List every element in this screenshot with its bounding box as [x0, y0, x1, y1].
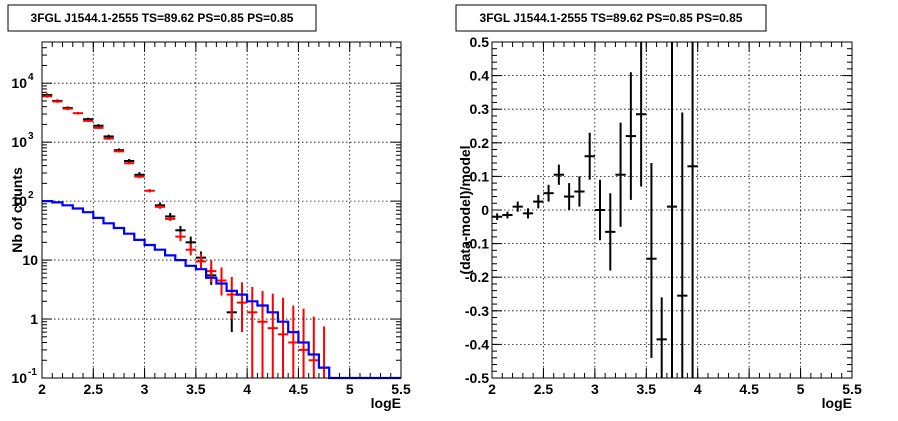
x-tick-label: 3 [141, 381, 149, 397]
model-point [83, 119, 94, 122]
x-tick-label: 4.5 [289, 381, 309, 397]
data-point [636, 42, 647, 187]
plot-frame [491, 41, 853, 379]
model-point [124, 162, 135, 165]
model-point [62, 107, 73, 111]
y-tick-label: -0.5 [465, 370, 489, 386]
y-tick-label: 0.1 [470, 168, 490, 184]
x-axis-title: logE [371, 395, 401, 411]
model-point [72, 111, 84, 115]
x-tick-label: 2.5 [84, 381, 104, 397]
x-axis-title: logE [822, 395, 852, 411]
x-tick-label: 4 [243, 381, 251, 397]
residual-panel: 2 2.5 3 3.5 4 4.5 5 5.5 -0.5 -0.4 -0.3 -0.2 -0.1 0 0.1… [455, 4, 862, 411]
plot-frame [41, 41, 402, 379]
y-tick-label: 0.3 [470, 101, 490, 117]
y-tick-label: -0.1 [465, 236, 489, 252]
data-point [594, 179, 606, 241]
model-point [308, 316, 319, 378]
model-point [226, 276, 237, 320]
data-point [502, 211, 513, 219]
y-tick-exponent: -1 [28, 367, 37, 378]
model-point [175, 231, 186, 242]
model-point [288, 305, 299, 378]
x-tick-label: 5 [797, 381, 805, 397]
y-tick-exponent: 3 [28, 131, 34, 142]
x-tick-label: 4 [694, 381, 702, 397]
chart-title: 3FGL J1544.1-2555 TS=89.62 PS=0.85 PS=0.… [31, 11, 294, 25]
model-point [93, 126, 104, 129]
y-tick-label: -0.3 [465, 303, 489, 319]
model-point [267, 293, 278, 378]
y-tick-label: 10 [11, 193, 27, 209]
data-point [615, 122, 626, 227]
data-point [625, 72, 636, 200]
x-tick-label: 3 [591, 381, 599, 397]
model-point [52, 100, 63, 103]
data-point [533, 194, 544, 209]
data-point [666, 42, 678, 378]
x-tick-label: 3.5 [637, 381, 657, 397]
y-tick-label: 10 [22, 252, 38, 268]
background-model-step-line [42, 200, 401, 380]
model-point [144, 189, 155, 193]
data-point [492, 213, 503, 221]
y-tick-exponent: 2 [28, 190, 34, 201]
x-tick-label: 2 [488, 381, 496, 397]
data-point [543, 184, 554, 202]
y-tick-label: 0 [481, 202, 489, 218]
model-point [103, 137, 114, 140]
x-tick-label: 4.5 [739, 381, 759, 397]
data-point [687, 42, 698, 378]
model-point [216, 267, 227, 296]
data-point [574, 176, 585, 207]
plot-area [42, 42, 401, 378]
y-axis-title: (data-model)/model [457, 145, 473, 274]
data-point [656, 297, 667, 378]
data-point [677, 112, 688, 378]
model-point [42, 95, 53, 98]
y-axis-title: Nb of counts [9, 167, 25, 253]
y-tick-label: 0.2 [470, 135, 490, 151]
y-tick-label: -0.2 [465, 269, 489, 285]
y-tick-label: -0.4 [465, 336, 489, 352]
model-point [195, 253, 207, 270]
model-point [113, 150, 125, 153]
y-tick-exponent: 4 [28, 72, 34, 83]
model-point [185, 243, 196, 256]
chart-title: 3FGL J1544.1-2555 TS=89.62 PS=0.85 PS=0.… [480, 11, 743, 25]
data-point [605, 193, 616, 271]
model-point [154, 204, 166, 209]
model-point [134, 175, 145, 179]
y-tick-label: 1 [30, 311, 38, 327]
x-tick-label: 5.5 [842, 381, 862, 397]
model-point [277, 297, 289, 378]
y-tick-label: 10 [11, 75, 27, 91]
y-tick-label: 10 [11, 134, 27, 150]
title-box [455, 4, 767, 32]
data-point [564, 183, 575, 210]
x-tick-label: 2.5 [534, 381, 554, 397]
data-point [646, 162, 657, 358]
data-point [584, 132, 595, 180]
x-tick-label: 5 [346, 381, 354, 397]
title-box [7, 4, 317, 32]
x-tick-label: 3.5 [186, 381, 206, 397]
data-point [512, 201, 523, 212]
data-point [522, 208, 534, 219]
y-tick-label: 0.5 [470, 34, 490, 50]
x-tick-label: 2 [38, 381, 46, 397]
y-tick-label: 10 [11, 370, 27, 386]
data-point [553, 164, 564, 185]
model-point [236, 282, 248, 333]
x-tick-label: 5.5 [391, 381, 411, 397]
model-point [165, 216, 176, 222]
y-tick-label: 0.4 [470, 68, 490, 84]
